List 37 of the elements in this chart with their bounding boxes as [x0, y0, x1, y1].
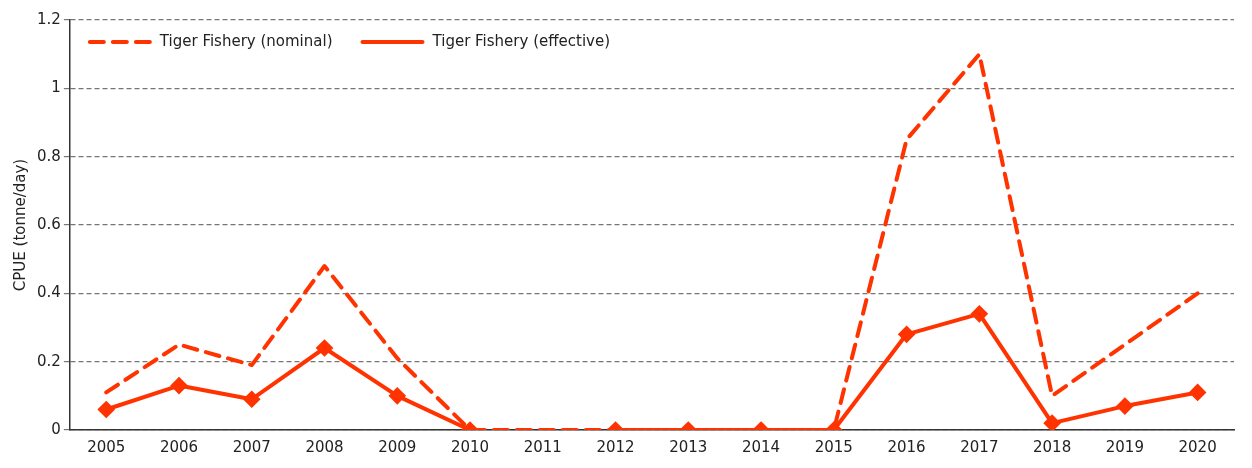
legend-label: Tiger Fishery (nominal) — [158, 31, 333, 50]
x-tick-label: 2007 — [232, 437, 271, 456]
point — [243, 391, 260, 408]
x-tick-label: 2012 — [596, 437, 635, 456]
x-tick-label: 2010 — [450, 437, 490, 456]
point — [389, 387, 406, 404]
y-tick-label: 1 — [51, 78, 61, 97]
point — [898, 326, 915, 343]
y-tick-label: 0.8 — [37, 146, 61, 165]
point — [316, 340, 333, 356]
x-tick-label: 2009 — [378, 437, 417, 456]
x-tick-label: 2019 — [1105, 437, 1144, 456]
x-tick-label: 2015 — [814, 437, 853, 456]
line-series — [104, 52, 1200, 430]
x-tick-label: 2014 — [741, 437, 781, 456]
y-tick-label: 1.2 — [37, 9, 61, 28]
y-tick-label: 0.6 — [37, 214, 61, 233]
point — [1116, 398, 1133, 415]
point — [170, 377, 187, 394]
point — [971, 305, 988, 322]
y-axis-title: CPUE (tonne/day) — [10, 158, 29, 292]
y-tick-label: 0.4 — [37, 283, 61, 302]
x-tick-label: 2011 — [523, 437, 562, 456]
y-tick-label: 0.2 — [37, 351, 61, 370]
x-tick-label: 2016 — [887, 437, 926, 456]
x-tick-label: 2020 — [1178, 437, 1217, 456]
x-tick-label: 2017 — [960, 437, 999, 456]
x-tick-label: 2006 — [159, 437, 199, 456]
x-tick-label: 2008 — [305, 437, 344, 456]
legend-label: Tiger Fishery (effective) — [431, 31, 611, 50]
x-tick-label: 2005 — [87, 437, 126, 456]
point — [1189, 384, 1206, 401]
x-tick-label: 2018 — [1033, 437, 1072, 456]
y-tick-label: 0 — [51, 419, 61, 438]
x-tick-label: 2013 — [669, 437, 708, 456]
point — [1044, 415, 1061, 430]
point — [98, 401, 115, 418]
